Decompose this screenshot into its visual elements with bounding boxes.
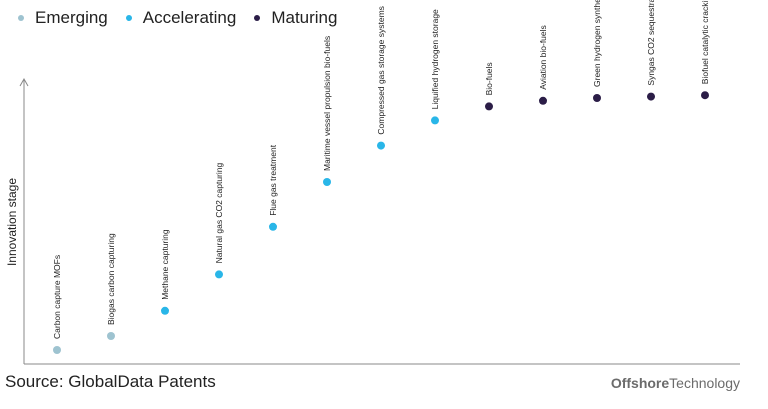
data-point-label: Biofuel catalytic cracking: [700, 0, 710, 84]
brand-part-1: Offshore: [610, 375, 670, 391]
data-point: [593, 94, 601, 102]
data-point-label: Carbon capture MOFs: [52, 255, 62, 339]
data-point: [161, 306, 169, 315]
data-point: [485, 102, 493, 111]
data-point-label: Natural gas CO2 capturing: [214, 162, 224, 263]
legend-label-accelerating: Accelerating: [142, 8, 237, 27]
data-point-label: Liquified hydrogen storage: [430, 9, 440, 109]
legend-marker-accelerating: [125, 15, 132, 21]
data-point: [269, 222, 277, 231]
data-point-label: Flue gas treatment: [268, 144, 278, 216]
brand-logo: OffshoreTechnology: [611, 375, 740, 391]
chart-legend: Emerging Accelerating Maturing: [18, 6, 355, 30]
data-point: [431, 116, 439, 125]
data-point-label: Syngas CO2 sequestration: [646, 0, 656, 86]
data-point: [323, 178, 331, 186]
data-point-label: Green hydrogen synthesis: [592, 0, 602, 87]
y-axis-arrow: [19, 77, 29, 87]
data-point: [53, 346, 61, 354]
data-point: [377, 141, 385, 150]
brand-part-2: Technology: [669, 375, 740, 391]
source-note: Source: GlobalData Patents: [5, 372, 216, 391]
data-point: [701, 91, 709, 100]
y-axis-label: Innovation stage: [5, 178, 19, 266]
legend-item-accelerating: Accelerating: [125, 8, 237, 28]
chart-marks: Carbon capture MOFs Biogas carbon capturi…: [52, 0, 710, 354]
data-point-label: Bio-fuels: [484, 62, 494, 95]
legend-item-emerging: Emerging: [18, 8, 108, 28]
data-point: [215, 270, 223, 279]
data-point: [107, 332, 115, 340]
legend-label-emerging: Emerging: [35, 8, 108, 27]
legend-marker-maturing: [254, 15, 261, 21]
data-point-label: Compressed gas storage systems: [376, 6, 386, 135]
data-point-label: Maritime vessel propulsion bio-fuels: [322, 36, 332, 171]
legend-item-maturing: Maturing: [254, 8, 337, 28]
data-point-label: Aviation bio-fuels: [538, 25, 548, 90]
legend-marker-emerging: [18, 15, 24, 21]
data-point-label: Methane capturing: [160, 229, 170, 300]
data-point: [539, 96, 547, 105]
data-point: [647, 92, 655, 101]
data-point-label: Biogas carbon capturing: [106, 233, 116, 325]
legend-label-maturing: Maturing: [271, 8, 338, 27]
